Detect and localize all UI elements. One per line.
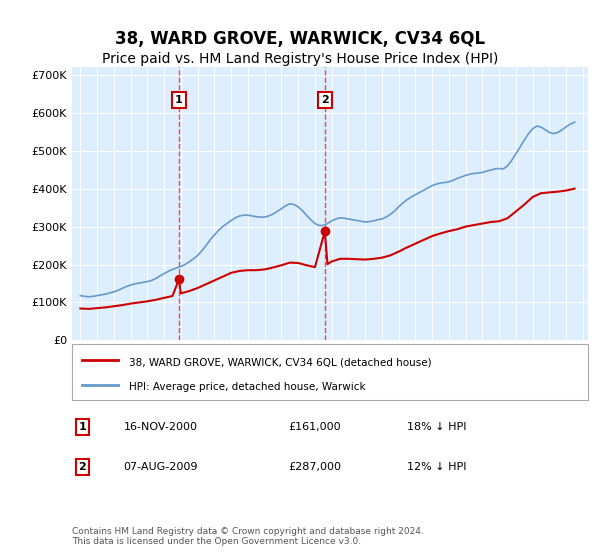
Text: Contains HM Land Registry data © Crown copyright and database right 2024.
This d: Contains HM Land Registry data © Crown c… <box>72 526 424 546</box>
Text: 38, WARD GROVE, WARWICK, CV34 6QL (detached house): 38, WARD GROVE, WARWICK, CV34 6QL (detac… <box>129 357 431 367</box>
Text: 12% ↓ HPI: 12% ↓ HPI <box>407 462 467 472</box>
Text: 18% ↓ HPI: 18% ↓ HPI <box>407 422 467 432</box>
Text: 2: 2 <box>321 95 329 105</box>
Text: 1: 1 <box>175 95 183 105</box>
Text: 16-NOV-2000: 16-NOV-2000 <box>124 422 197 432</box>
Text: HPI: Average price, detached house, Warwick: HPI: Average price, detached house, Warw… <box>129 382 365 392</box>
Text: £161,000: £161,000 <box>289 422 341 432</box>
Text: Price paid vs. HM Land Registry's House Price Index (HPI): Price paid vs. HM Land Registry's House … <box>102 52 498 66</box>
Text: 07-AUG-2009: 07-AUG-2009 <box>124 462 198 472</box>
Text: 1: 1 <box>79 422 86 432</box>
Text: £287,000: £287,000 <box>289 462 342 472</box>
Text: 2: 2 <box>79 462 86 472</box>
Text: 38, WARD GROVE, WARWICK, CV34 6QL: 38, WARD GROVE, WARWICK, CV34 6QL <box>115 30 485 48</box>
